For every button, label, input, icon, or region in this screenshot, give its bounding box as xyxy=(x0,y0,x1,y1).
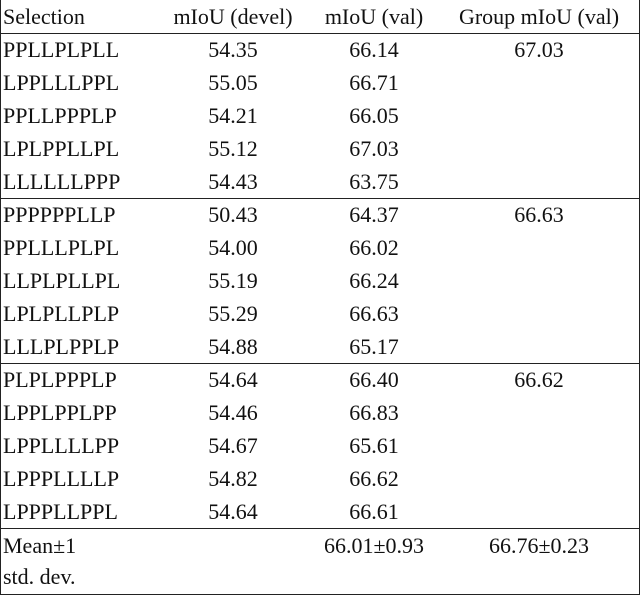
selection-cell: LLPLPLLPL xyxy=(3,268,121,293)
selection-cell: LPPLLLPPL xyxy=(3,70,120,95)
value-cell: 66.14 xyxy=(349,37,399,62)
group-miou-cell: 66.62 xyxy=(514,367,564,392)
value-cell: 54.00 xyxy=(208,235,258,260)
value-cell: 54.43 xyxy=(208,169,258,194)
value-cell: 66.40 xyxy=(349,367,399,392)
selection-cell: PPLLLPLPL xyxy=(3,235,120,260)
footer-label: std. dev. xyxy=(3,564,76,589)
value-cell: 50.43 xyxy=(208,202,258,227)
header-cell: mIoU (val) xyxy=(324,4,424,29)
group-rule xyxy=(1,198,639,199)
value-cell: 66.62 xyxy=(349,466,399,491)
value-cell: 66.02 xyxy=(349,235,399,260)
header-cell: mIoU (devel) xyxy=(173,4,293,29)
footer-rule xyxy=(1,528,639,529)
group-miou-cell: 67.03 xyxy=(514,37,564,62)
value-cell: 54.46 xyxy=(208,400,258,425)
selection-cell: LLLLLLPPP xyxy=(3,169,121,194)
value-cell: 67.03 xyxy=(349,136,399,161)
selection-cell: PPLLPLPLL xyxy=(3,37,120,62)
value-cell: 54.21 xyxy=(208,103,258,128)
selection-cell: LPPPLLLLP xyxy=(3,466,120,491)
value-cell: 66.63 xyxy=(349,301,399,326)
selection-cell: LPLPLLPLP xyxy=(3,301,120,326)
value-cell: 55.29 xyxy=(208,301,258,326)
value-cell: 66.24 xyxy=(349,268,399,293)
value-cell: 54.88 xyxy=(208,334,258,359)
value-cell: 55.12 xyxy=(208,136,258,161)
value-cell: 65.17 xyxy=(349,334,399,359)
selection-cell: PLPLPPPLP xyxy=(3,367,117,392)
group-rule xyxy=(1,363,639,364)
value-cell: 66.61 xyxy=(349,499,399,524)
selection-cell: LPPLPPLPP xyxy=(3,400,117,425)
value-cell: 55.05 xyxy=(208,70,258,95)
value-cell: 63.75 xyxy=(349,169,399,194)
selection-cell: LPLPPLLPL xyxy=(3,136,120,161)
value-cell: 55.19 xyxy=(208,268,258,293)
group-miou-cell: 66.63 xyxy=(514,202,564,227)
group-rule xyxy=(1,33,639,34)
selection-cell: PPLLPPPLP xyxy=(3,103,117,128)
header-cell: Group mIoU (val) xyxy=(458,4,620,29)
selection-cell: LPPPLLPPL xyxy=(3,499,118,524)
selection-cell: PPPPPPLLP xyxy=(3,202,116,227)
value-cell: 54.67 xyxy=(208,433,258,458)
footer-label: Mean±1 xyxy=(3,533,77,558)
value-cell: 64.37 xyxy=(349,202,399,227)
value-cell: 54.64 xyxy=(208,367,258,392)
value-cell: 66.05 xyxy=(349,103,399,128)
value-cell: 54.64 xyxy=(208,499,258,524)
value-cell: 65.61 xyxy=(349,433,399,458)
footer-group: 66.76±0.23 xyxy=(488,533,590,558)
value-cell: 54.82 xyxy=(208,466,258,491)
value-cell: 66.71 xyxy=(349,70,399,95)
selection-cell: LPPLLLLPP xyxy=(3,433,120,458)
footer-val: 66.01±0.93 xyxy=(323,533,425,558)
header-cell: Selection xyxy=(3,4,85,29)
value-cell: 66.83 xyxy=(349,400,399,425)
selection-cell: LLLPLPPLP xyxy=(3,334,120,359)
value-cell: 54.35 xyxy=(208,37,258,62)
